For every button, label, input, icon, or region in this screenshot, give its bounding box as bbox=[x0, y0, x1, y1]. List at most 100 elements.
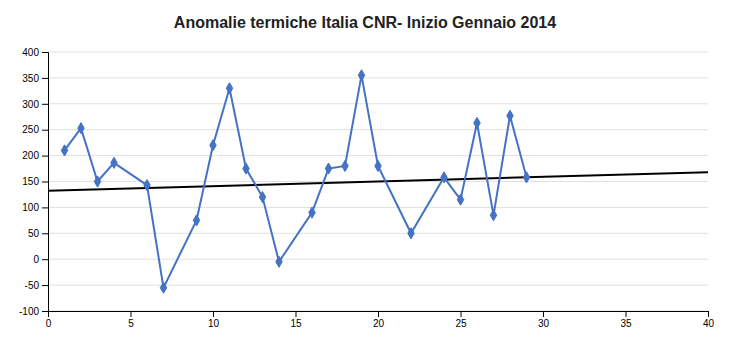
series bbox=[48, 172, 708, 191]
marker bbox=[276, 256, 282, 267]
y-tick-mark bbox=[42, 104, 48, 105]
y-tick: -100 bbox=[19, 306, 48, 317]
y-tick-label: 400 bbox=[22, 47, 39, 58]
y-tick-mark bbox=[42, 285, 48, 286]
marker bbox=[325, 163, 331, 174]
marker bbox=[457, 194, 463, 205]
x-tick: 35 bbox=[620, 311, 632, 329]
marker bbox=[441, 172, 447, 183]
y-axis-line bbox=[42, 53, 49, 312]
y-tick: 400 bbox=[22, 47, 48, 58]
y-tick: -50 bbox=[25, 280, 48, 291]
y-tick-mark bbox=[42, 207, 48, 208]
chart: Anomalie termiche Italia CNR- Inizio Gen… bbox=[0, 0, 730, 341]
marker bbox=[408, 228, 414, 239]
x-tick-mark bbox=[543, 311, 544, 317]
y-tick-label: 300 bbox=[22, 99, 39, 110]
x-axis-line bbox=[49, 312, 709, 318]
marker bbox=[507, 110, 513, 121]
grid-line bbox=[48, 233, 708, 234]
grid-line bbox=[48, 52, 708, 53]
grid-line bbox=[48, 155, 708, 156]
marker bbox=[243, 163, 249, 174]
x-tick: 20 bbox=[373, 311, 385, 329]
grid-line bbox=[48, 103, 708, 104]
x-tick-label: 40 bbox=[703, 318, 715, 329]
marker bbox=[94, 176, 100, 187]
x-tick-label: 30 bbox=[538, 318, 550, 329]
marker bbox=[309, 207, 315, 218]
y-tick: 100 bbox=[22, 202, 48, 213]
x-axis: 0 5 10 15 20 25 30 35 40 bbox=[46, 311, 715, 329]
marker bbox=[160, 282, 166, 293]
grid-line bbox=[48, 285, 708, 286]
marker bbox=[210, 140, 216, 151]
x-tick: 15 bbox=[290, 311, 302, 329]
x-tick: 0 bbox=[46, 311, 52, 329]
marks bbox=[48, 70, 708, 294]
y-tick-label: 150 bbox=[22, 176, 39, 187]
x-tick-mark bbox=[296, 311, 297, 317]
x-tick-label: 0 bbox=[46, 318, 52, 329]
marker bbox=[226, 83, 232, 94]
y-tick-label: 250 bbox=[22, 124, 39, 135]
x-tick-mark bbox=[131, 311, 132, 317]
x-tick: 25 bbox=[455, 311, 467, 329]
x-tick: 30 bbox=[538, 311, 550, 329]
marker bbox=[78, 123, 84, 134]
marker bbox=[111, 157, 117, 168]
y-tick: 250 bbox=[22, 124, 48, 135]
y-tick-label: -100 bbox=[19, 306, 39, 317]
y-tick-label: 350 bbox=[22, 73, 39, 84]
y-tick: 200 bbox=[22, 150, 48, 161]
plot: 0 5 10 15 20 25 30 35 40 -100 -50 0 50 100 150 200 250 30… bbox=[19, 47, 715, 329]
marker bbox=[342, 160, 348, 171]
x-tick: 10 bbox=[208, 311, 220, 329]
y-tick-mark bbox=[42, 78, 48, 79]
y-tick: 0 bbox=[33, 254, 48, 265]
y-tick: 350 bbox=[22, 73, 48, 84]
y-tick: 50 bbox=[28, 228, 48, 239]
series bbox=[61, 70, 529, 294]
y-tick-mark bbox=[42, 182, 48, 183]
y-tick-label: 100 bbox=[22, 202, 39, 213]
grid-line bbox=[48, 207, 708, 208]
x-tick-mark bbox=[461, 311, 462, 317]
y-tick: 300 bbox=[22, 99, 48, 110]
x-tick-mark bbox=[708, 311, 709, 317]
x-tick: 40 bbox=[703, 311, 715, 329]
y-tick-mark bbox=[42, 156, 48, 157]
y-tick-mark bbox=[42, 311, 48, 312]
y-tick-label: 200 bbox=[22, 150, 39, 161]
marker bbox=[375, 160, 381, 171]
y-tick: 150 bbox=[22, 176, 48, 187]
marker bbox=[490, 210, 496, 221]
marker bbox=[523, 172, 529, 183]
y-tick-label: -50 bbox=[25, 280, 40, 291]
x-tick-mark bbox=[213, 311, 214, 317]
x-tick-label: 25 bbox=[455, 318, 467, 329]
x-tick-mark bbox=[378, 311, 379, 317]
marker bbox=[61, 145, 67, 156]
y-tick-mark bbox=[42, 259, 48, 260]
y-tick-label: 0 bbox=[33, 254, 39, 265]
x-tick-label: 15 bbox=[290, 318, 302, 329]
y-axis: -100 -50 0 50 100 150 200 250 300 350 400 bbox=[19, 47, 49, 317]
line bbox=[48, 172, 708, 191]
marker bbox=[144, 180, 150, 191]
marker bbox=[358, 70, 364, 81]
y-tick-mark bbox=[42, 130, 48, 131]
grid-line bbox=[48, 77, 708, 78]
y-tick-mark bbox=[42, 52, 48, 53]
x-tick-label: 10 bbox=[208, 318, 220, 329]
y-tick-mark bbox=[42, 233, 48, 234]
x-tick-mark bbox=[626, 311, 627, 317]
title: Anomalie termiche Italia CNR- Inizio Gen… bbox=[174, 14, 556, 31]
marker bbox=[193, 215, 199, 226]
x-tick: 5 bbox=[128, 311, 134, 329]
x-tick-label: 20 bbox=[373, 318, 385, 329]
line bbox=[65, 75, 527, 287]
x-tick-label: 5 bbox=[128, 318, 134, 329]
grid-line bbox=[48, 129, 708, 130]
y-tick-label: 50 bbox=[28, 228, 40, 239]
